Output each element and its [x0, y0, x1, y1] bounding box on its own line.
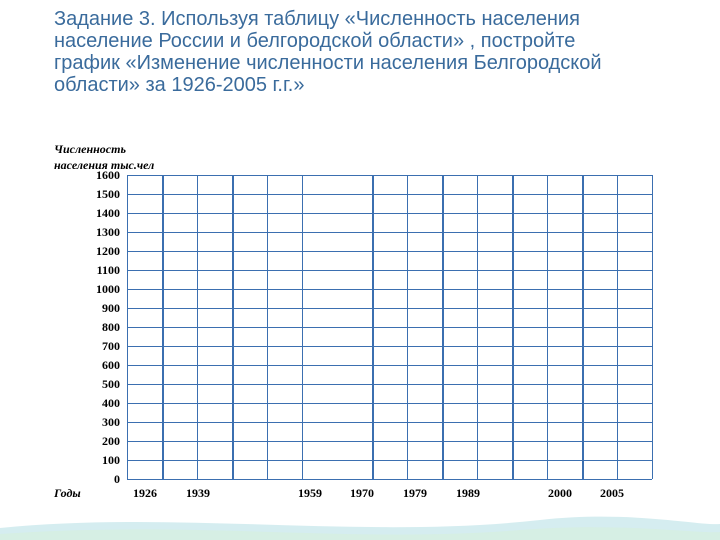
y-tick-label: 200: [60, 434, 120, 449]
grid-vline: [652, 175, 653, 479]
y-tick-label: 0: [60, 472, 120, 487]
background-swoosh: [0, 500, 720, 540]
grid-hline: [127, 346, 652, 347]
x-axis-title: Годы: [54, 486, 81, 501]
y-tick-label: 500: [60, 377, 120, 392]
grid-hline: [127, 422, 652, 423]
grid-hline: [127, 289, 652, 290]
grid-hline: [127, 175, 652, 176]
y-tick-label: 1100: [60, 263, 120, 278]
x-tick-label: 1959: [298, 486, 322, 501]
grid-vline: [162, 175, 164, 479]
grid-hline: [127, 327, 652, 328]
y-tick-label: 900: [60, 301, 120, 316]
grid-vline: [477, 175, 478, 479]
x-tick-label: 1989: [456, 486, 480, 501]
grid-hline: [127, 365, 652, 366]
y-tick-label: 100: [60, 453, 120, 468]
grid-vline: [302, 175, 303, 479]
y-tick-label: 1500: [60, 187, 120, 202]
grid-vline: [512, 175, 514, 479]
grid-vline: [582, 175, 584, 479]
y-tick-label: 300: [60, 415, 120, 430]
grid-vline: [267, 175, 268, 479]
grid-vline: [127, 175, 128, 479]
y-tick-label: 1300: [60, 225, 120, 240]
grid-hline: [127, 308, 652, 309]
x-tick-label: 1970: [350, 486, 374, 501]
y-tick-label: 800: [60, 320, 120, 335]
grid-hline: [127, 479, 652, 480]
y-tick-label: 400: [60, 396, 120, 411]
grid-vline: [617, 175, 618, 479]
x-tick-label: 1979: [403, 486, 427, 501]
y-tick-label: 1600: [60, 168, 120, 183]
grid-hline: [127, 213, 652, 214]
grid-hline: [127, 403, 652, 404]
chart-grid: [127, 175, 652, 479]
grid-hline: [127, 460, 652, 461]
grid-vline: [407, 175, 408, 479]
y-tick-label: 700: [60, 339, 120, 354]
x-tick-label: 2000: [548, 486, 572, 501]
grid-vline: [197, 175, 198, 479]
x-tick-label: 1939: [186, 486, 210, 501]
task-title: Задание 3. Используя таблицу «Численност…: [54, 8, 614, 96]
y-axis-title-line1: Численность: [54, 142, 126, 157]
grid-vline: [372, 175, 374, 479]
y-tick-label: 600: [60, 358, 120, 373]
x-tick-label: 1926: [133, 486, 157, 501]
y-tick-label: 1000: [60, 282, 120, 297]
grid-hline: [127, 270, 652, 271]
grid-hline: [127, 441, 652, 442]
y-tick-label: 1200: [60, 244, 120, 259]
grid-hline: [127, 194, 652, 195]
grid-vline: [442, 175, 444, 479]
x-tick-label: 2005: [600, 486, 624, 501]
grid-vline: [547, 175, 548, 479]
grid-hline: [127, 232, 652, 233]
grid-hline: [127, 384, 652, 385]
y-tick-label: 1400: [60, 206, 120, 221]
grid-hline: [127, 251, 652, 252]
grid-vline: [232, 175, 234, 479]
